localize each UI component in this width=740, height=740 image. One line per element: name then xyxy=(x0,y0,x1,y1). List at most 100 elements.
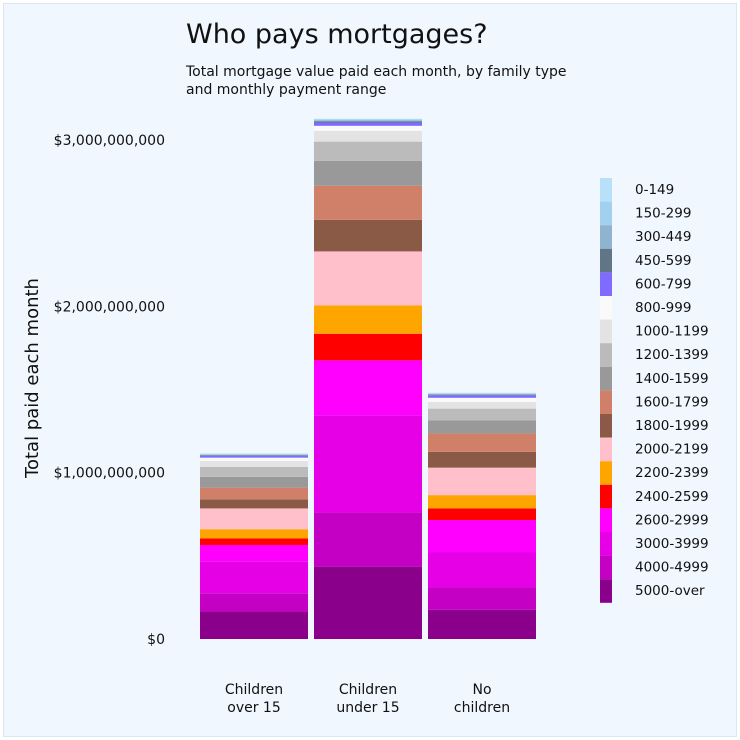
legend-label: 600-799 xyxy=(635,276,691,292)
bars-group xyxy=(200,118,536,639)
x-tick-label: over 15 xyxy=(227,700,280,716)
legend-swatch xyxy=(600,461,612,485)
legend-swatch xyxy=(600,272,612,296)
bar-segment xyxy=(428,552,536,588)
bar-segment xyxy=(428,495,536,509)
bar-segment xyxy=(200,466,308,477)
bar-segment xyxy=(428,520,536,553)
x-axis-ticks: Children over 15 Children under 15 No childre… xyxy=(225,682,510,716)
y-axis-ticks: $0 $1,000,000,000 $2,000,000,000 $3,000,000… xyxy=(54,133,165,648)
bar-segment xyxy=(200,593,308,612)
legend-swatch xyxy=(600,579,612,603)
bar-segment xyxy=(200,545,308,562)
bar-segment xyxy=(314,122,422,126)
bar-segment xyxy=(314,415,422,513)
bar-segment xyxy=(428,451,536,468)
legend-swatch xyxy=(600,414,612,438)
legend-swatch xyxy=(600,248,612,273)
legend-label: 300-449 xyxy=(635,229,691,245)
bar-segment xyxy=(314,130,422,142)
legend-label: 800-999 xyxy=(635,300,691,316)
legend-label: 1400-1599 xyxy=(635,371,709,387)
bar-segment xyxy=(314,360,422,416)
chart-subtitle-line-1: Total mortgage value paid each month, by… xyxy=(185,64,567,80)
bar-segment xyxy=(314,125,422,131)
x-tick-label: Children xyxy=(339,682,397,698)
bar-segment xyxy=(428,467,536,496)
legend: 0-149 150-299 300-449 450-599 600-799 800-999… xyxy=(600,178,709,603)
bar-segment xyxy=(428,393,536,394)
x-tick-label: under 15 xyxy=(336,700,399,716)
bar-segment xyxy=(200,457,308,462)
legend-label: 2200-2399 xyxy=(635,465,709,481)
legend-label: 1200-1399 xyxy=(635,347,709,363)
legend-swatch xyxy=(600,178,612,202)
legend-swatch xyxy=(600,225,612,249)
bar-segment xyxy=(200,454,308,455)
bar-segment xyxy=(314,333,422,361)
bar-segment xyxy=(314,141,422,161)
y-tick-label: $2,000,000,000 xyxy=(54,299,165,315)
bar-segment xyxy=(200,611,308,639)
bar-segment xyxy=(428,587,536,610)
legend-label: 4000-4999 xyxy=(635,560,709,576)
legend-swatch xyxy=(600,532,612,556)
legend-label: 450-599 xyxy=(635,253,691,269)
bar-segment xyxy=(314,120,422,122)
chart-title: Who pays mortgages? xyxy=(186,19,488,50)
bar-segment xyxy=(200,499,308,509)
legend-label: 1000-1199 xyxy=(635,324,709,340)
legend-swatch xyxy=(600,555,612,580)
x-tick-label: No xyxy=(472,682,491,698)
x-tick-label: children xyxy=(454,700,510,716)
legend-swatch xyxy=(600,296,612,320)
bar-segment xyxy=(314,119,422,121)
bar-segment xyxy=(200,454,308,456)
legend-swatch xyxy=(600,343,612,367)
y-tick-label: $0 xyxy=(147,632,165,648)
legend-label: 1600-1799 xyxy=(635,394,709,410)
legend-swatch xyxy=(600,366,612,391)
y-tick-label: $3,000,000,000 xyxy=(54,133,165,149)
bar-segment xyxy=(200,461,308,467)
bar-segment xyxy=(428,609,536,639)
bar-segment xyxy=(314,160,422,186)
legend-label: 150-299 xyxy=(635,206,691,222)
bar-segment xyxy=(428,393,536,395)
legend-swatch xyxy=(600,201,612,226)
bar-segment xyxy=(314,251,422,306)
legend-label: 3000-3999 xyxy=(635,536,709,552)
x-tick-label: Children xyxy=(225,682,283,698)
bar-segment xyxy=(314,305,422,334)
bar-segment xyxy=(428,408,536,421)
bar-segment xyxy=(200,529,308,539)
y-tick-label: $1,000,000,000 xyxy=(54,466,165,482)
bar-segment xyxy=(314,185,422,220)
bar-segment xyxy=(314,118,422,120)
legend-swatch xyxy=(600,484,612,509)
bar-segment xyxy=(314,121,422,123)
legend-label: 1800-1999 xyxy=(635,418,709,434)
bar-segment xyxy=(314,219,422,252)
bar-segment xyxy=(428,401,536,409)
bar-segment xyxy=(428,394,536,396)
bar-segment xyxy=(428,395,536,398)
bar-segment xyxy=(428,397,536,402)
legend-label: 2400-2599 xyxy=(635,489,709,505)
bar-segment xyxy=(200,487,308,500)
bar-segment xyxy=(314,566,422,639)
bar-segment xyxy=(200,508,308,530)
bar-segment xyxy=(428,433,536,452)
bar-segment xyxy=(314,512,422,567)
bar-segment xyxy=(428,508,536,521)
bar-segment xyxy=(200,538,308,546)
legend-label: 2000-2199 xyxy=(635,442,709,458)
bar-segment xyxy=(428,420,536,434)
legend-swatch xyxy=(600,508,612,532)
y-axis-label: Total paid each month xyxy=(22,278,43,479)
chart-subtitle-line-2: and monthly payment range xyxy=(186,82,386,98)
bar-segment xyxy=(200,456,308,458)
legend-label: 0-149 xyxy=(635,182,674,198)
bar-segment xyxy=(200,561,308,594)
